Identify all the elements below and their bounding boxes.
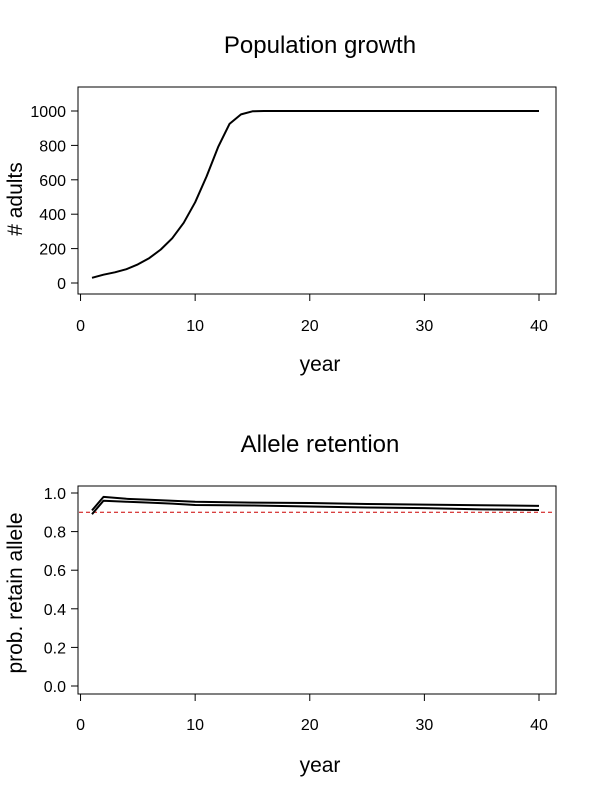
y-axis-label: # adults [4,162,27,236]
y-axis-label: prob. retain allele [4,512,27,673]
x-axis-label: year [300,754,341,777]
y-tick-label: 200 [39,242,66,259]
chart-title: Allele retention [241,431,400,458]
x-tick-label: 30 [415,717,433,734]
x-tick-label: 20 [301,717,319,734]
y-axis: 0.0 0.2 0.4 0.6 0.8 1.0 [44,486,79,696]
series-line [91,495,540,512]
y-tick-label: 0.6 [44,563,66,580]
plot-frame [77,485,557,695]
y-axis: 0 200 400 600 800 1000 [30,104,79,293]
population-growth-panel: Population growth 0 10 20 30 40 0 200 400 600 80… [4,32,557,376]
y-tick-label: 400 [39,207,66,224]
y-tick-label: 0.2 [44,640,66,657]
x-axis-label: year [300,353,341,376]
y-tick-label: 0 [57,276,66,293]
series-line [91,499,540,515]
y-tick-label: 1000 [30,104,66,121]
x-tick-label: 0 [76,318,85,335]
y-tick-label: 0.0 [44,679,66,696]
x-tick-label: 40 [530,318,548,335]
x-tick-label: 30 [415,318,433,335]
x-tick-label: 20 [301,318,319,335]
series-layer [91,495,540,515]
y-tick-label: 600 [39,173,66,190]
y-tick-label: 800 [39,138,66,155]
plot-frame [77,86,557,295]
series-layer [91,110,539,279]
y-tick-label: 1.0 [44,486,66,503]
x-tick-label: 40 [530,717,548,734]
chart-title: Population growth [224,32,416,59]
y-tick-label: 0.4 [44,602,66,619]
series-line [91,110,539,279]
x-tick-label: 10 [186,318,204,335]
x-tick-label: 0 [76,717,85,734]
x-axis: 0 10 20 30 40 [76,693,548,734]
x-tick-label: 10 [186,717,204,734]
y-tick-label: 0.8 [44,525,66,542]
x-axis: 0 10 20 30 40 [76,293,548,335]
allele-retention-panel: Allele retention 0 10 20 30 40 0.00.20.40.60… [4,431,557,777]
